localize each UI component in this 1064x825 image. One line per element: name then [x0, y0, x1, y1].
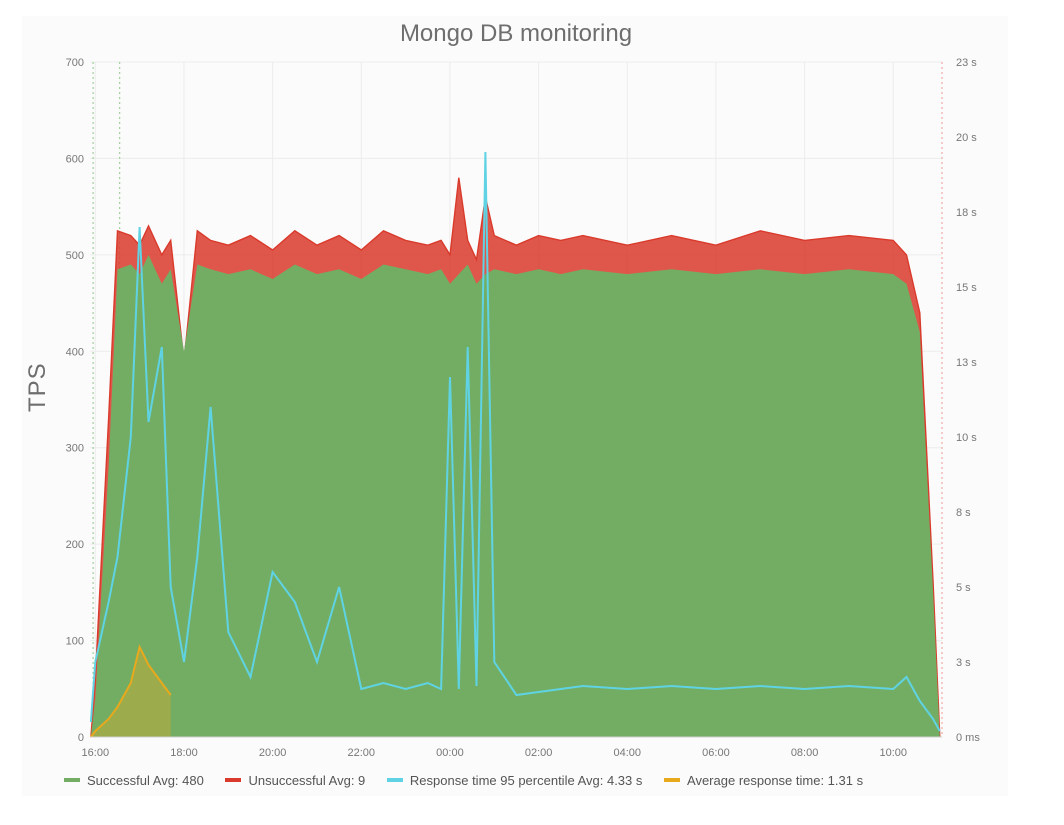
y-tick-label: 0 — [78, 732, 84, 744]
y2-tick-label: 8 s — [956, 507, 971, 519]
y2-tick-label: 10 s — [956, 432, 977, 444]
legend-swatch-successful — [64, 778, 80, 782]
legend-item-successful[interactable]: Successful Avg: 480 — [64, 773, 204, 788]
x-tick-label: 18:00 — [170, 747, 198, 759]
x-tick-label: 08:00 — [791, 747, 819, 759]
y2-tick-label: 23 s — [956, 57, 977, 69]
x-tick-label: 22:00 — [348, 747, 376, 759]
y2-tick-label: 15 s — [956, 282, 977, 294]
y2-tick-label: 5 s — [956, 582, 971, 594]
y-tick-label: 300 — [66, 443, 84, 455]
y-tick-label: 400 — [66, 346, 84, 358]
series-unsuccessful-line — [90, 177, 941, 738]
legend-item-response-p95[interactable]: Response time 95 percentile Avg: 4.33 s — [386, 772, 643, 788]
y-tick-label: 500 — [66, 250, 84, 262]
x-tick-label: 16:00 — [82, 747, 110, 759]
y-tick-label: 700 — [66, 57, 84, 69]
y2-tick-label: 3 s — [956, 657, 971, 669]
legend-swatch-avg-response — [664, 778, 681, 782]
y2-tick-label: 20 s — [956, 132, 977, 144]
y-tick-label: 600 — [66, 153, 84, 165]
y2-tick-label: 18 s — [956, 207, 977, 219]
x-tick-label: 10:00 — [879, 747, 907, 759]
legend: Successful Avg: 480 Unsuccessful Avg: 9 … — [64, 770, 881, 788]
chart-plot: 0 100 200 300 400 500 600 700 0 ms 3 s 5 s 8 s 10 s 1… — [66, 57, 981, 759]
series-successful-area — [90, 254, 940, 737]
legend-swatch-response-p95 — [386, 778, 403, 782]
series-response-p95-line — [89, 151, 941, 732]
x-tick-label: 00:00 — [436, 747, 464, 759]
x-tick-label: 02:00 — [525, 747, 553, 759]
legend-item-avg-response[interactable]: Average response time: 1.31 s — [664, 773, 863, 788]
x-tick-label: 20:00 — [259, 747, 287, 759]
series-avg-response-line — [90, 644, 172, 738]
chart-title: Mongo DB monitoring — [399, 20, 633, 47]
y-tick-label: 100 — [66, 636, 84, 648]
legend-item-unsuccessful[interactable]: Unsuccessful Avg: 9 — [225, 773, 365, 788]
x-tick-label: 06:00 — [702, 747, 730, 759]
legend-label-successful: Successful Avg: 480 — [87, 772, 204, 788]
legend-label-unsuccessful: Unsuccessful Avg: 9 — [248, 772, 366, 788]
legend-label-response-p95: Response time 95 percentile Avg: 4.33 s — [409, 772, 643, 788]
y2-tick-label: 13 s — [956, 357, 977, 369]
y2-tick-label: 0 ms — [956, 732, 980, 744]
panel-footer — [30, 798, 996, 825]
legend-label-avg-response: Average response time: 1.31 s — [687, 772, 864, 788]
x-tick-label: 04:00 — [613, 747, 641, 759]
y-tick-label: 200 — [66, 539, 84, 551]
legend-swatch-unsuccessful — [225, 778, 242, 782]
